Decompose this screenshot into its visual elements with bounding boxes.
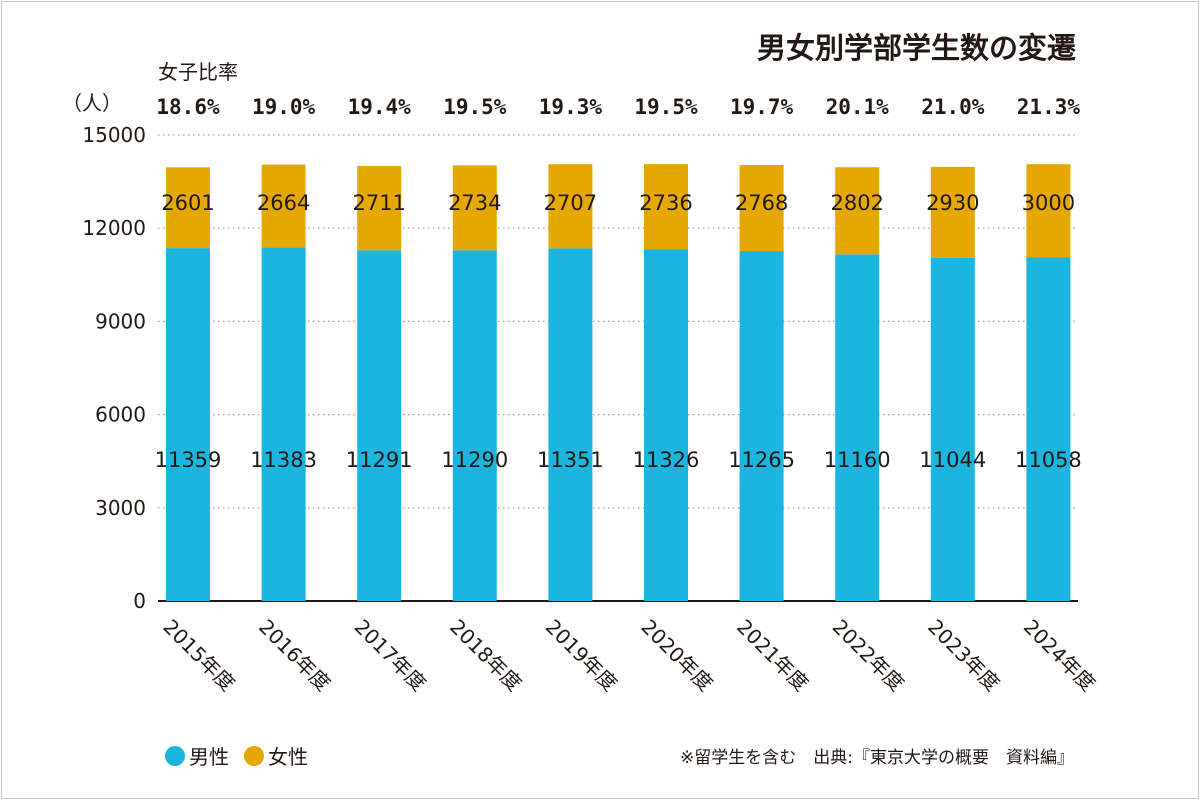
data-label-female: 2601 (161, 191, 214, 215)
x-tick-label: 2018年度 (445, 615, 526, 696)
y-tick-label: 3000 (95, 496, 146, 520)
female-ratio-label: 19.4% (348, 95, 412, 119)
legend-label: 女性 (268, 745, 308, 769)
data-label-female: 2734 (448, 191, 501, 215)
bar-segment-male (166, 248, 210, 601)
data-label-male: 11351 (537, 448, 604, 472)
bar-segment-female (166, 167, 210, 249)
bar-segment-male (930, 257, 975, 601)
bar-segment-female (835, 167, 880, 255)
data-label-female: 2707 (544, 191, 597, 215)
female-ratio-label: 19.7% (730, 95, 794, 119)
data-label-female: 2930 (926, 191, 979, 215)
bar-segment-female (357, 166, 402, 251)
x-tick-label: 2024年度 (1019, 615, 1100, 696)
bar-segment-male (452, 250, 497, 602)
x-tick-label: 2021年度 (732, 615, 813, 696)
legend: 男性 女性 (165, 745, 308, 769)
bar-segment-female (930, 166, 975, 258)
bar-segment-female (739, 165, 784, 252)
bar-segment-female (452, 165, 497, 251)
x-tick-label: 2017年度 (350, 615, 431, 696)
x-tick-label: 2020年度 (636, 615, 717, 696)
legend-swatch (244, 746, 264, 766)
source-note: ※留学生を含む 出典:『東京大学の概要 資料編』 (680, 748, 1074, 768)
y-tick-label: 0 (133, 589, 146, 613)
data-label-male: 11290 (441, 448, 508, 472)
female-ratio-label: 19.0% (252, 95, 316, 119)
female-ratio-label: 20.1% (826, 95, 890, 119)
data-label-female: 2802 (830, 191, 883, 215)
data-label-female: 3000 (1022, 191, 1075, 215)
y-tick-label: 12000 (82, 216, 146, 240)
y-tick-label: 15000 (82, 123, 146, 147)
x-tick-label: 2023年度 (923, 615, 1004, 696)
bar-segment-male (835, 254, 880, 601)
data-label-male: 11383 (250, 448, 317, 472)
y-tick-label: 9000 (95, 309, 146, 333)
female-ratio-label: 18.6% (156, 95, 220, 119)
bar-segment-male (548, 248, 593, 601)
bar-segment-female (644, 164, 688, 250)
bar-segment-male (357, 250, 402, 602)
data-label-female: 2664 (257, 191, 310, 215)
legend-label: 男性 (189, 745, 229, 769)
female-ratio-label: 19.3% (539, 95, 603, 119)
data-label-male: 11265 (728, 448, 795, 472)
bar-segment-male (261, 247, 306, 601)
bar-segment-female (261, 164, 306, 248)
data-label-female: 2711 (352, 191, 405, 215)
x-tick-label: 2019年度 (541, 615, 622, 696)
legend-swatch (165, 746, 185, 766)
bar-segment-female (548, 164, 593, 249)
female-ratio-label: 19.5% (443, 95, 507, 119)
data-label-female: 2736 (639, 191, 692, 215)
y-axis-unit-label: （人） (62, 91, 122, 115)
female-ratio-label: 21.0% (921, 95, 985, 119)
x-tick-label: 2015年度 (158, 615, 239, 696)
data-label-female: 2768 (735, 191, 788, 215)
data-label-male: 11291 (346, 448, 413, 472)
female-ratio-label: 19.5% (634, 95, 698, 119)
bar-segment-female (1026, 164, 1071, 258)
x-tick-label: 2016年度 (254, 615, 335, 696)
bars (166, 164, 1071, 602)
data-label-male: 11326 (633, 448, 700, 472)
data-label-male: 11058 (1015, 448, 1082, 472)
bar-segment-male (739, 251, 784, 601)
data-label-male: 11044 (919, 448, 986, 472)
female-ratio-label: 21.3% (1017, 95, 1081, 119)
gridlines (158, 134, 1078, 602)
data-label-male: 11359 (155, 448, 222, 472)
female-ratio-heading: 女子比率 (158, 60, 238, 84)
data-label-male: 11160 (824, 448, 891, 472)
bar-segment-male (1026, 257, 1071, 601)
y-tick-label: 6000 (95, 403, 146, 427)
bar-segment-male (644, 249, 688, 602)
chart-title: 男女別学部学生数の変遷 (757, 31, 1076, 65)
x-tick-label: 2022年度 (828, 615, 909, 696)
